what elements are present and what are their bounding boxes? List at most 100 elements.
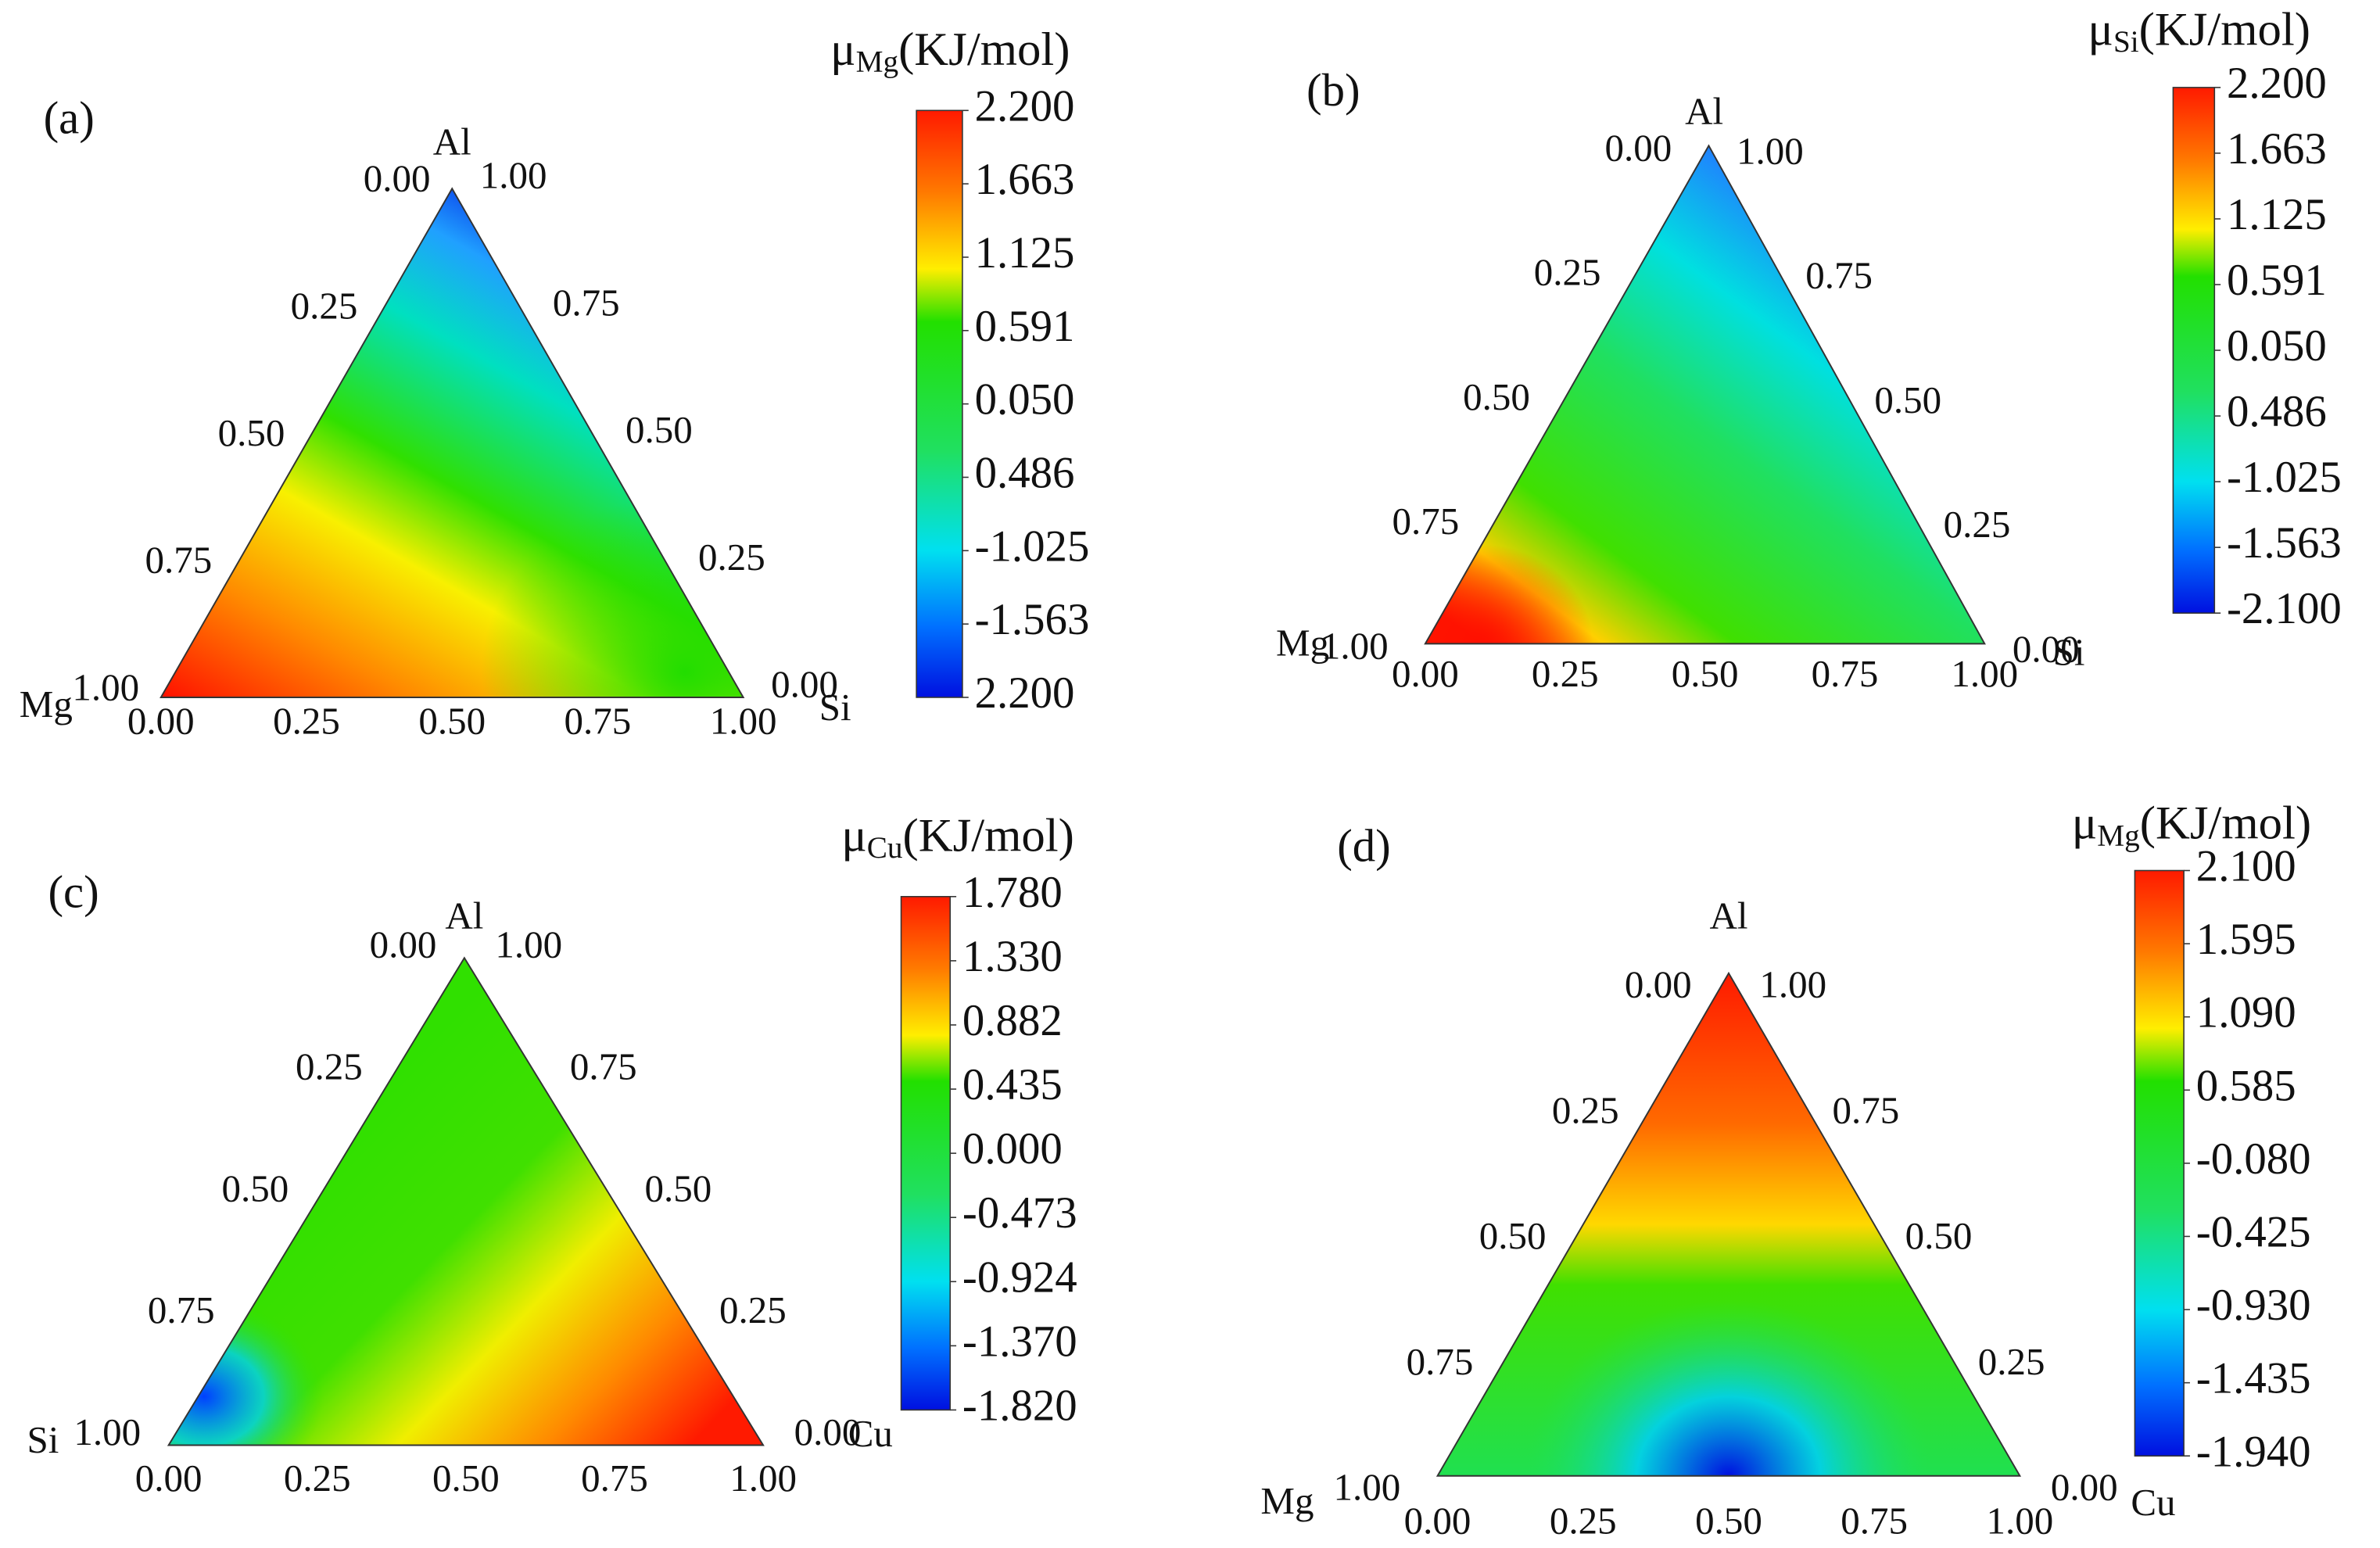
- axis-tick-label: 0.50: [418, 700, 486, 743]
- ternary-field-overlay: [168, 958, 764, 1446]
- colorbar: [2134, 869, 2185, 1457]
- axis-tick-label: 0.50: [432, 1457, 500, 1500]
- colorbar-subscript: Mg: [856, 45, 898, 78]
- axis-tick-label: 0.75: [145, 539, 212, 582]
- axis-tick-label: 0.75: [148, 1288, 215, 1331]
- axis-tick-label: 0.75: [1805, 254, 1873, 297]
- axis-tick-label: 0.25: [1978, 1340, 2045, 1383]
- colorbar-tick-label: -0.425: [2196, 1208, 2311, 1257]
- vertex-label: Mg: [20, 683, 73, 726]
- colorbar-tick-label: 1.595: [2196, 915, 2296, 964]
- colorbar-tick-label: -1.025: [2227, 453, 2342, 502]
- colorbar-tick-label: -1.025: [975, 521, 1090, 571]
- colorbar-tick-label: 1.125: [975, 228, 1075, 278]
- colorbar-tick-label: -0.473: [962, 1188, 1077, 1238]
- colorbar-tick-label: 0.435: [962, 1060, 1063, 1109]
- axis-tick-label: 0.50: [218, 411, 285, 454]
- vertex-label: Mg: [1276, 622, 1329, 665]
- colorbar-tick-label: -1.940: [2196, 1427, 2311, 1476]
- ternary-outline: [160, 187, 745, 698]
- vertex-label: Al: [433, 120, 471, 163]
- axis-tick-label: 1.00: [1334, 1466, 1401, 1509]
- colorbar-tick-label: 0.000: [962, 1124, 1063, 1174]
- ternary-outline: [167, 956, 765, 1446]
- ternary-outline: [1424, 144, 1986, 645]
- axis-tick-label: 0.50: [221, 1166, 289, 1209]
- axis-tick-label: 0.75: [1407, 1340, 1474, 1383]
- colorbar-title: μCu(KJ/mol): [841, 809, 1074, 865]
- axis-tick-label: 1.00: [72, 665, 139, 708]
- axis-tick-label: 0.25: [1534, 251, 1601, 294]
- ternary-outline: [1436, 971, 2022, 1477]
- colorbar-tick-label: -1.563: [975, 595, 1090, 644]
- colorbar-subscript: Cu: [867, 831, 903, 865]
- axis-tick-label: 0.00: [794, 1410, 862, 1453]
- vertex-label: Si: [819, 686, 851, 729]
- colorbar-tick-label: 0.050: [975, 375, 1075, 425]
- colorbar-tick-label: 0.486: [2227, 387, 2327, 436]
- colorbar-tick-label: 0.050: [2227, 321, 2327, 371]
- vertex-label: Al: [1685, 89, 1723, 132]
- panel-label: (d): [1337, 821, 1391, 872]
- axis-tick-label: 0.00: [1604, 126, 1672, 169]
- axis-tick-label: 0.00: [370, 923, 437, 966]
- colorbar-unit: (KJ/mol): [903, 809, 1074, 862]
- axis-tick-label: 0.50: [1672, 652, 1739, 695]
- axis-tick-label: 0.75: [1812, 652, 1879, 695]
- axis-tick-label: 0.00: [1392, 652, 1459, 695]
- colorbar-tick-label: 1.090: [2196, 988, 2296, 1037]
- axis-tick-label: 1.00: [710, 700, 777, 743]
- colorbar-symbol: μ: [2072, 797, 2098, 850]
- colorbar-symbol: μ: [830, 23, 856, 76]
- vertex-label: Cu: [2131, 1481, 2175, 1524]
- panel-label: (a): [44, 92, 95, 143]
- axis-tick-label: 0.75: [1392, 500, 1459, 543]
- axis-tick-label: 0.25: [1944, 503, 2011, 546]
- colorbar-tick-label: -0.080: [2196, 1134, 2311, 1184]
- axis-tick-label: 1.00: [1951, 652, 2018, 695]
- vertex-label: Si: [2053, 630, 2085, 673]
- colorbar-symbol: μ: [841, 809, 867, 862]
- axis-tick-label: 0.00: [364, 157, 431, 200]
- ternary-field-overlay: [160, 188, 744, 697]
- panel-label: (b): [1306, 65, 1360, 116]
- colorbar-tick-label: 1.125: [2227, 190, 2327, 239]
- colorbar-tick-label: -1.563: [2227, 518, 2342, 568]
- colorbar-tick-label: 0.585: [2196, 1061, 2296, 1110]
- colorbar-tick-label: 1.663: [2227, 124, 2327, 174]
- axis-tick-label: 1.00: [729, 1457, 797, 1500]
- colorbar-tick-label: -2.100: [2227, 584, 2342, 633]
- axis-tick-label: 0.75: [565, 700, 632, 743]
- axis-tick-label: 0.50: [1874, 378, 1941, 421]
- axis-tick-label: 0.00: [127, 700, 195, 743]
- axis-tick-label: 0.50: [625, 408, 693, 451]
- axis-tick-label: 1.00: [73, 1410, 141, 1453]
- colorbar-tick-label: 1.780: [962, 868, 1063, 917]
- axis-tick-label: 0.50: [644, 1166, 711, 1209]
- axis-tick-label: 0.25: [1532, 652, 1599, 695]
- colorbar-tick-label: -0.930: [2196, 1281, 2311, 1330]
- vertex-label: Al: [445, 894, 483, 937]
- colorbar-tick-label: 2.200: [975, 81, 1075, 131]
- colorbar-tick-label: 2.200: [2227, 59, 2327, 108]
- axis-tick-label: 1.00: [1759, 963, 1826, 1006]
- axis-tick-label: 1.00: [480, 154, 547, 197]
- axis-tick-label: 0.50: [1905, 1214, 1973, 1257]
- colorbar-symbol: μ: [2088, 3, 2113, 56]
- axis-tick-label: 0.25: [291, 284, 358, 327]
- colorbar-title: μSi(KJ/mol): [2088, 3, 2310, 59]
- colorbar-tick-label: -1.820: [962, 1381, 1077, 1430]
- ternary-field-overlay: [1437, 973, 2020, 1476]
- axis-tick-label: 1.00: [495, 923, 562, 966]
- axis-tick-label: 0.75: [1841, 1500, 1908, 1543]
- axis-tick-label: 0.75: [570, 1045, 637, 1088]
- colorbar-unit: (KJ/mol): [2139, 3, 2310, 56]
- vertex-label: Si: [27, 1418, 59, 1461]
- colorbar-title: μMg(KJ/mol): [2072, 797, 2311, 853]
- axis-tick-label: 0.00: [771, 662, 838, 705]
- ternary-field-overlay: [1425, 145, 1985, 644]
- axis-tick-label: 0.00: [1625, 963, 1692, 1006]
